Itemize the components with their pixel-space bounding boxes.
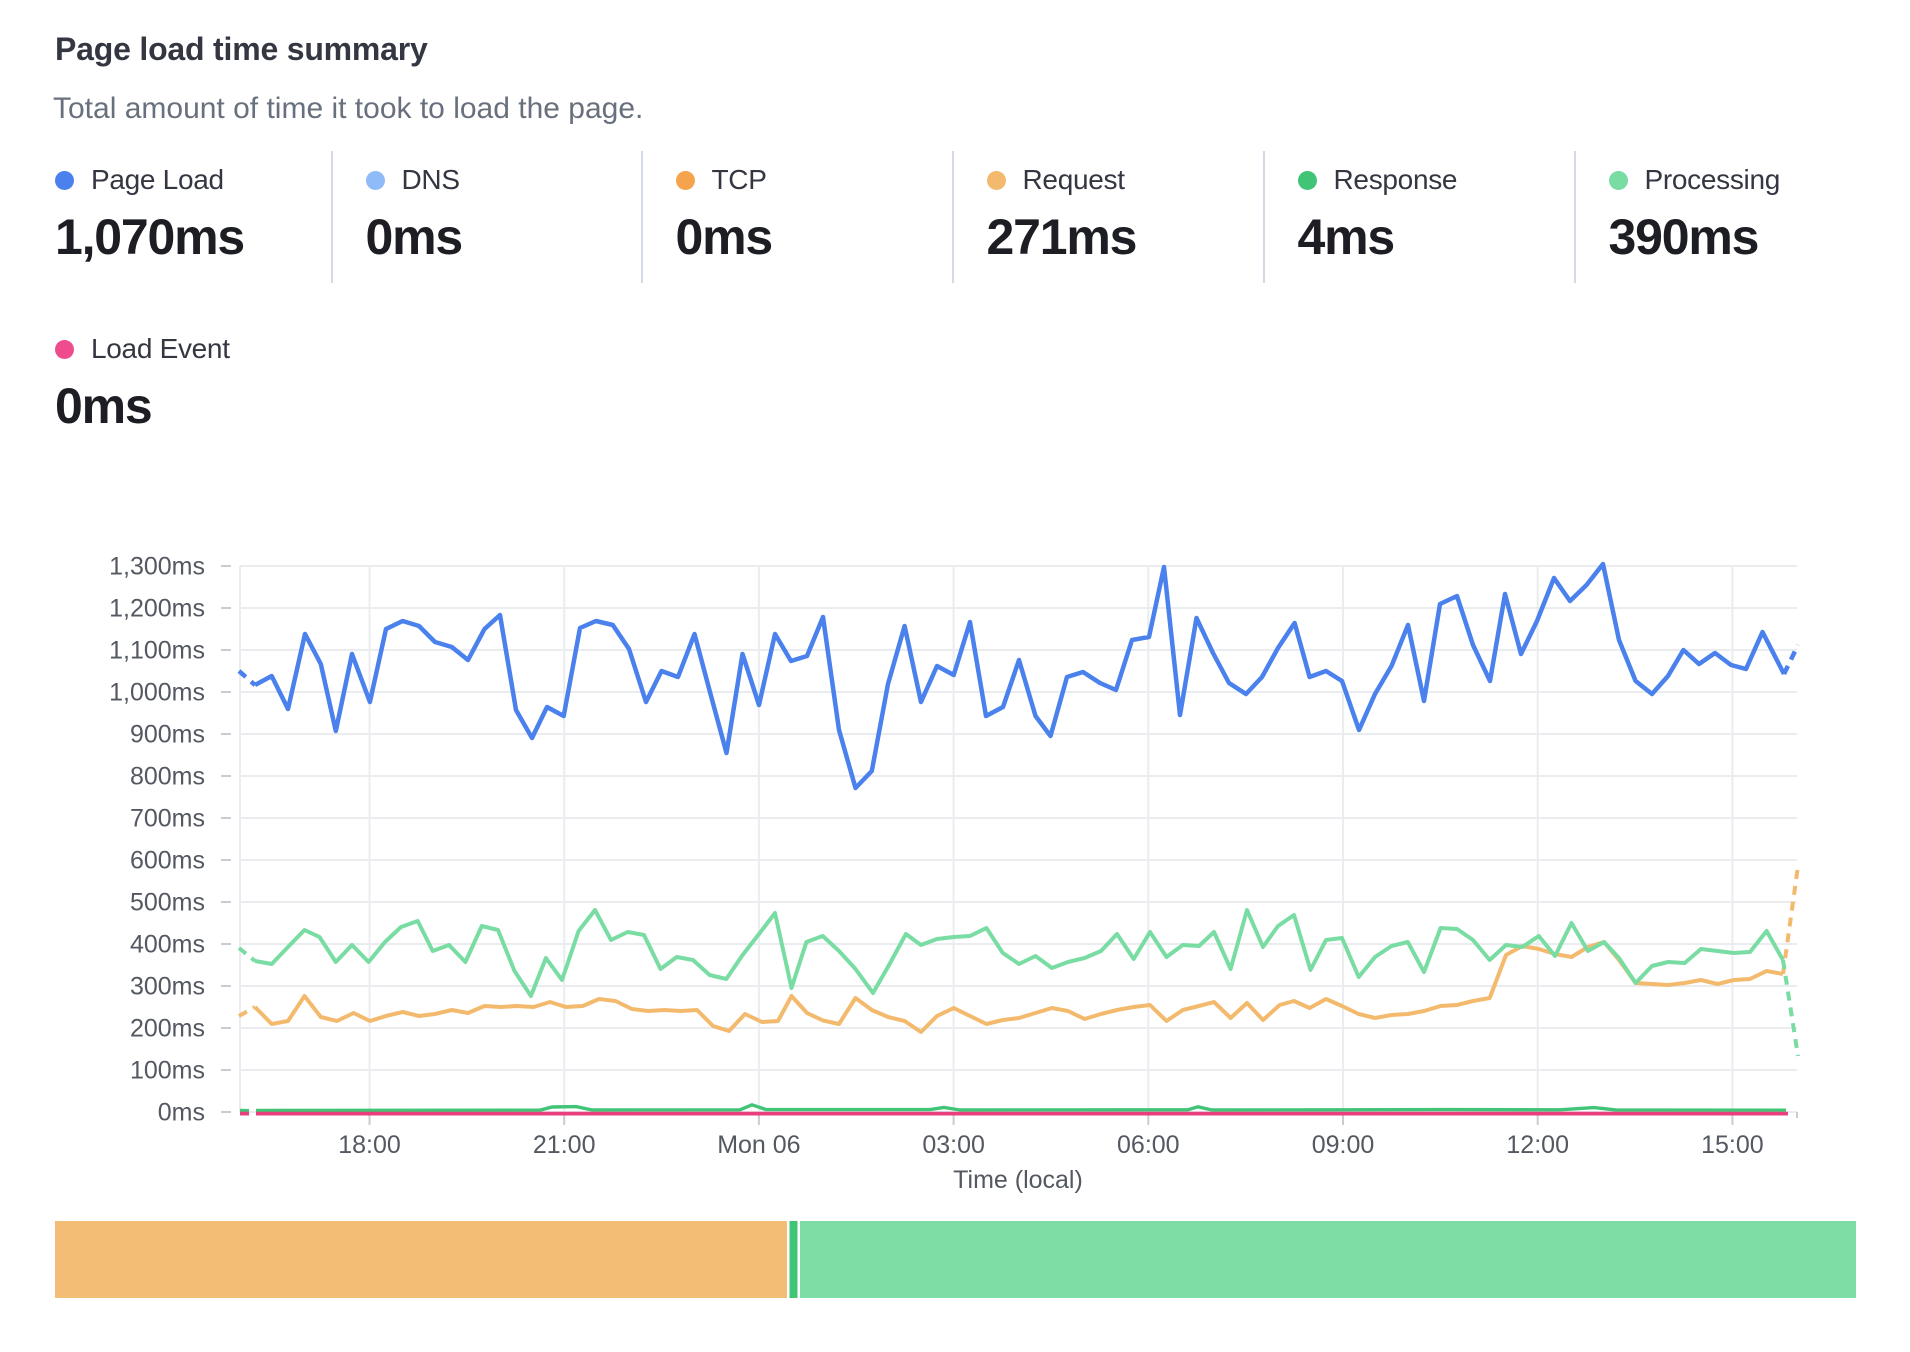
svg-text:06:00: 06:00 (1117, 1131, 1180, 1159)
svg-text:700ms: 700ms (130, 805, 205, 833)
svg-text:800ms: 800ms (130, 763, 205, 791)
svg-text:100ms: 100ms (130, 1057, 205, 1085)
svg-text:1,100ms: 1,100ms (109, 637, 205, 665)
svg-text:Time (local): Time (local) (953, 1166, 1083, 1194)
svg-text:0ms: 0ms (158, 1099, 205, 1127)
svg-text:900ms: 900ms (130, 721, 205, 749)
svg-text:500ms: 500ms (130, 889, 205, 917)
svg-text:1,000ms: 1,000ms (109, 679, 205, 707)
svg-text:Mon 06: Mon 06 (717, 1131, 800, 1159)
svg-text:18:00: 18:00 (338, 1131, 401, 1159)
svg-text:200ms: 200ms (130, 1015, 205, 1043)
svg-text:1,200ms: 1,200ms (109, 595, 205, 623)
svg-text:1,300ms: 1,300ms (109, 553, 205, 581)
svg-text:09:00: 09:00 (1312, 1131, 1375, 1159)
svg-text:300ms: 300ms (130, 973, 205, 1001)
svg-text:21:00: 21:00 (533, 1131, 596, 1159)
svg-text:400ms: 400ms (130, 931, 205, 959)
svg-text:12:00: 12:00 (1506, 1131, 1569, 1159)
svg-text:600ms: 600ms (130, 847, 205, 875)
svg-text:03:00: 03:00 (922, 1131, 985, 1159)
svg-text:15:00: 15:00 (1701, 1131, 1764, 1159)
